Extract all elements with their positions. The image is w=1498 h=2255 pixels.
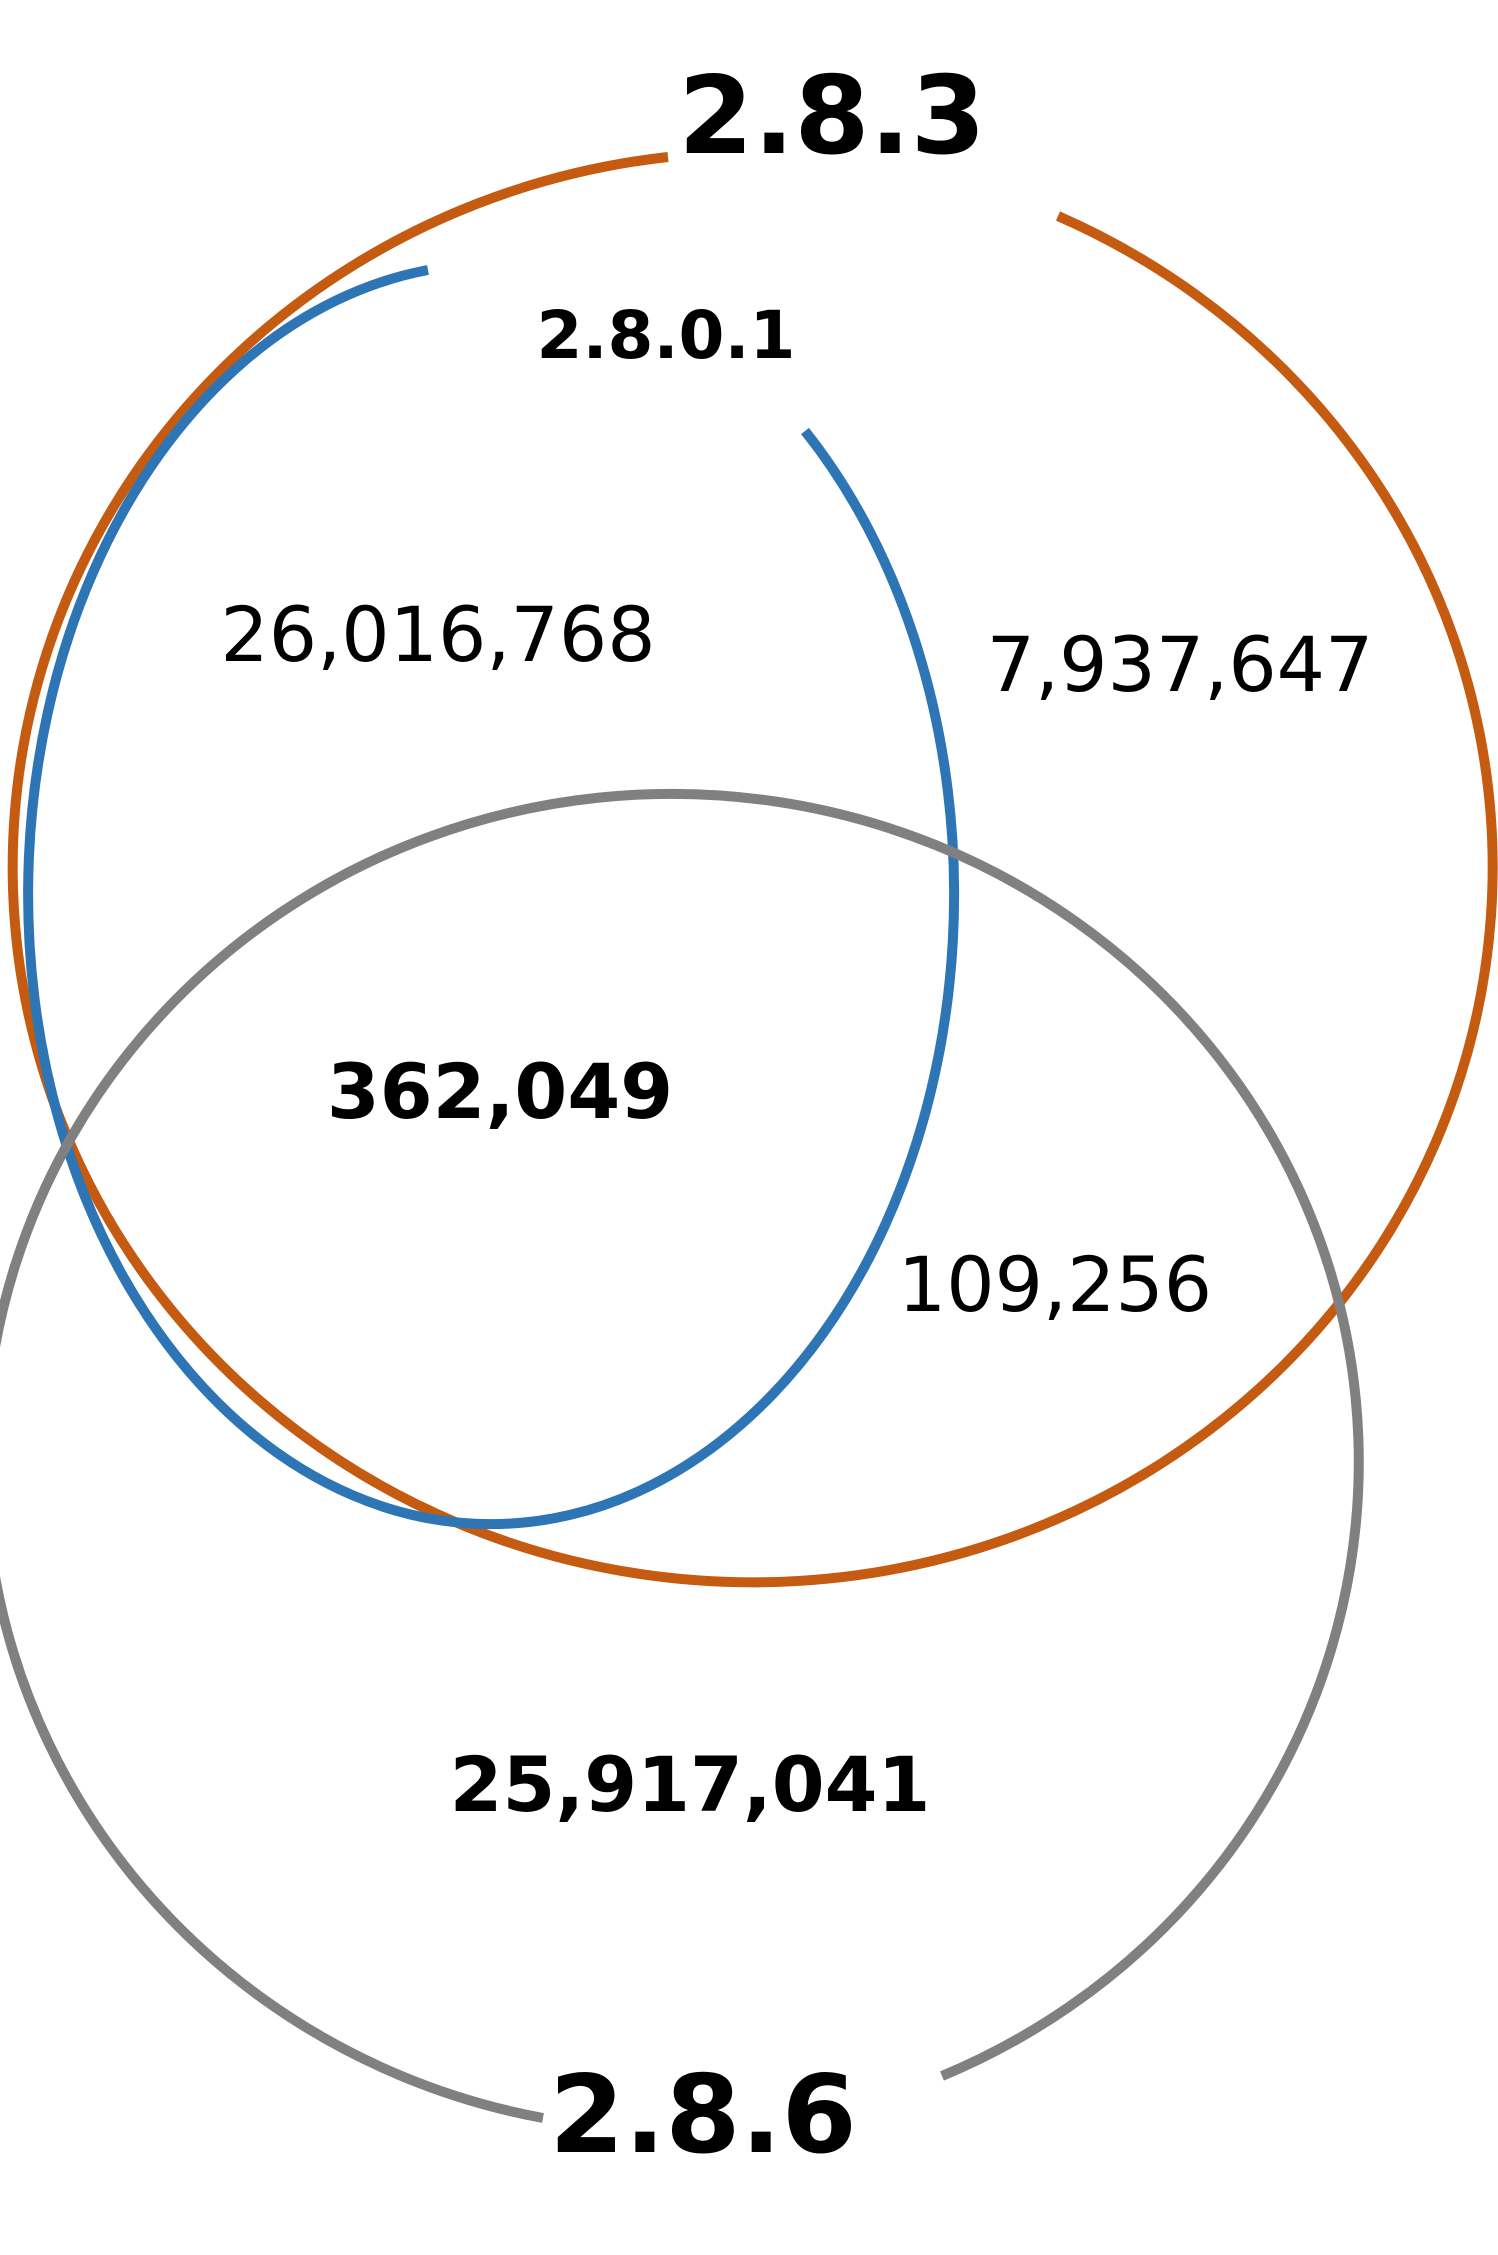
set-label-2-8-3: 2.8.3 xyxy=(678,54,986,179)
set-label-2-8-0-1: 2.8.0.1 xyxy=(537,297,796,374)
set-2-8-3-ellipse xyxy=(7,152,1498,1588)
region-count-2-8-3-and-2-8-6: 109,256 xyxy=(898,1240,1212,1329)
region-count-2-8-3-only: 7,937,647 xyxy=(987,620,1374,709)
region-count-all-three: 362,049 xyxy=(327,1047,673,1136)
region-count-2-8-6-only: 25,917,041 xyxy=(450,1740,931,1829)
set-label-2-8-6: 2.8.6 xyxy=(549,2053,857,2178)
region-count-2-8-0-1-and-2-8-3: 26,016,768 xyxy=(220,590,655,679)
set-2-8-6-ellipse xyxy=(0,788,1364,2123)
set-2-8-0-1-ellipse xyxy=(23,265,960,1530)
